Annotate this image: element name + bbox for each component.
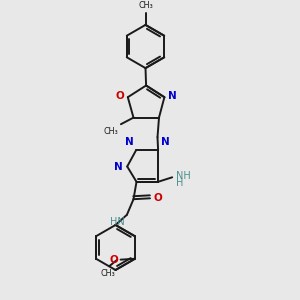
Text: N: N <box>114 161 123 172</box>
Text: NH: NH <box>176 171 191 182</box>
Text: O: O <box>154 193 163 203</box>
Text: HN: HN <box>110 217 124 227</box>
Text: O: O <box>110 255 118 265</box>
Text: CH₃: CH₃ <box>138 2 153 10</box>
Text: O: O <box>115 91 124 101</box>
Text: H: H <box>176 178 184 188</box>
Text: CH₃: CH₃ <box>103 127 118 136</box>
Text: N: N <box>168 91 177 101</box>
Text: N: N <box>125 137 134 147</box>
Text: N: N <box>160 137 169 147</box>
Text: CH₃: CH₃ <box>101 269 116 278</box>
